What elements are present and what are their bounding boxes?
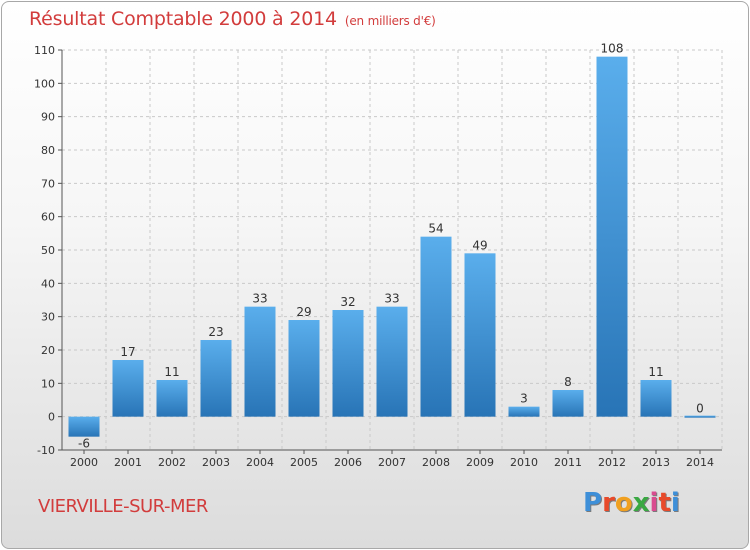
labels: -1001020304050607080901001102000-6200117…: [34, 42, 714, 469]
bar: [112, 360, 144, 417]
bar: [376, 306, 408, 417]
bar: [288, 320, 320, 417]
x-tick-label: 2002: [158, 456, 186, 469]
logo-letter: i: [649, 488, 659, 518]
logo-letter: i: [670, 488, 680, 518]
bar: [464, 253, 496, 417]
bar: [68, 416, 100, 437]
y-tick-label: 60: [41, 211, 55, 224]
x-tick-label: 2000: [70, 456, 98, 469]
bars: [68, 56, 716, 437]
x-tick-label: 2009: [466, 456, 494, 469]
x-tick-label: 2004: [246, 456, 274, 469]
bar: [200, 340, 232, 417]
chart-unit: (en milliers d'€): [344, 14, 436, 28]
bar: [508, 406, 540, 417]
x-tick-label: 2007: [378, 456, 406, 469]
y-tick-label: 80: [41, 144, 55, 157]
y-tick-label: 110: [34, 44, 55, 57]
x-tick-label: 2008: [422, 456, 450, 469]
chart-title-text: Résultat Comptable 2000 à 2014: [29, 8, 337, 30]
data-label: 29: [296, 305, 311, 319]
data-label: 8: [564, 375, 572, 389]
y-tick-label: 50: [41, 244, 55, 257]
x-tick-label: 2001: [114, 456, 142, 469]
logo-letter: x: [632, 488, 650, 518]
data-label: -6: [78, 437, 90, 451]
y-tick-label: 10: [41, 377, 55, 390]
y-tick-label: 0: [48, 411, 55, 424]
data-label: 108: [601, 42, 624, 56]
y-tick-label: 100: [34, 77, 55, 90]
x-tick-label: 2010: [510, 456, 538, 469]
x-tick-label: 2003: [202, 456, 230, 469]
logo-letter: o: [614, 488, 633, 518]
y-tick-label: 30: [41, 311, 55, 324]
data-label: 17: [120, 345, 135, 359]
data-label: 11: [648, 365, 663, 379]
data-label: 32: [340, 295, 355, 309]
commune-name: VIERVILLE-SUR-MER: [38, 496, 208, 517]
data-label: 23: [208, 325, 223, 339]
data-label: 11: [164, 365, 179, 379]
data-label: 3: [520, 392, 528, 406]
logo-letter: r: [602, 488, 615, 518]
x-tick-label: 2014: [686, 456, 714, 469]
bar: [684, 415, 716, 418]
bar: [640, 380, 672, 417]
data-label: 49: [472, 238, 487, 252]
proxiti-logo: Proxiti: [583, 488, 680, 518]
bar: [244, 306, 276, 417]
x-tick-label: 2013: [642, 456, 670, 469]
bar: [596, 56, 628, 417]
data-label: 33: [252, 292, 267, 306]
x-tick-label: 2006: [334, 456, 362, 469]
y-tick-label: 90: [41, 111, 55, 124]
bar: [156, 380, 188, 417]
x-tick-label: 2011: [554, 456, 582, 469]
logo-letter: t: [658, 488, 671, 518]
data-label: 0: [696, 402, 704, 416]
x-tick-label: 2012: [598, 456, 626, 469]
data-label: 54: [428, 222, 443, 236]
y-tick-label: 70: [41, 177, 55, 190]
x-tick-label: 2005: [290, 456, 318, 469]
bar: [552, 390, 584, 417]
y-tick-label: 40: [41, 277, 55, 290]
chart-title: Résultat Comptable 2000 à 2014 (en millie…: [29, 8, 436, 30]
data-label: 33: [384, 292, 399, 306]
bar: [332, 310, 364, 417]
logo-letter: P: [583, 488, 603, 518]
bar: [420, 236, 452, 417]
y-tick-label: 20: [41, 344, 55, 357]
axes: [58, 49, 722, 454]
y-tick-label: -10: [37, 444, 55, 457]
